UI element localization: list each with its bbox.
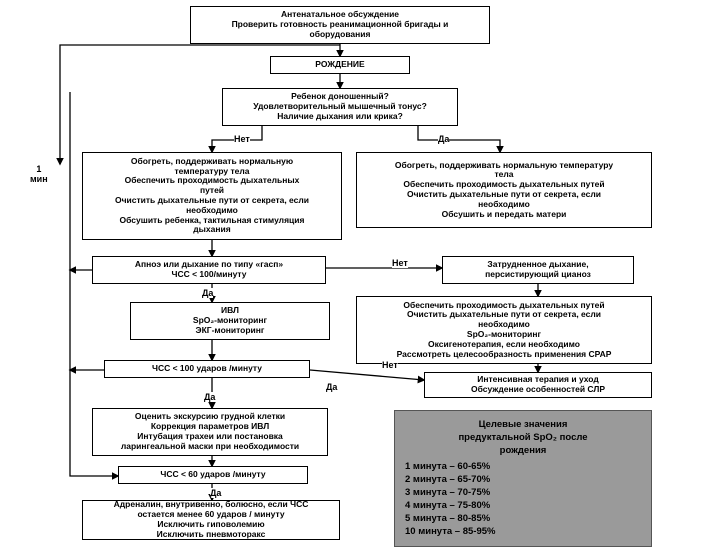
node-line: Рассмотреть целесообразность применения …: [397, 350, 612, 360]
spo2-target-panel: Целевые значенияпредуктальной SpO₂ после…: [394, 410, 652, 547]
spo2-target-row: 4 минута – 75-80%: [405, 500, 641, 513]
flow-arrow: [310, 370, 424, 380]
flow-node-b10: ЧСС < 100 ударов /минуту: [104, 360, 310, 378]
edge-label-da3: Да: [326, 382, 337, 392]
edge-label-min: 1мин: [30, 164, 48, 184]
spo2-target-row: 1 минута – 60-65%: [405, 461, 641, 474]
flow-node-b7: Затрудненное дыхание,персистирующий циан…: [442, 256, 634, 284]
edge-label-da4: Да: [204, 392, 215, 402]
node-line: Наличие дыхания или крика?: [277, 112, 403, 122]
node-line: Исключить пневмоторакс: [157, 530, 266, 540]
flow-node-b5: Обогреть, поддерживать нормальную темпер…: [356, 152, 652, 228]
flow-node-b1: Антенатальное обсуждениеПроверить готовн…: [190, 6, 490, 44]
edge-label-net2: Нет: [392, 258, 408, 268]
flow-node-b9: Обеспечить проходимость дыхательных путе…: [356, 296, 652, 364]
flow-node-b4: Обогреть, поддерживать нормальнуютемпера…: [82, 152, 342, 240]
node-line: РОЖДЕНИЕ: [315, 60, 364, 70]
node-line: ларингеальной маски при необходимости: [121, 442, 299, 452]
node-line: персистирующий цианоз: [485, 270, 591, 280]
flow-node-b6: Апноэ или дыхание по типу «гасп»ЧСС < 10…: [92, 256, 326, 284]
spo2-target-row: 5 минута – 80-85%: [405, 513, 641, 526]
node-line: ЧСС < 60 ударов /минуту: [160, 470, 265, 480]
node-line: ЭКГ-мониторинг: [196, 326, 265, 336]
node-line: оборудования: [310, 30, 371, 40]
spo2-target-row: 3 минута – 70-75%: [405, 487, 641, 500]
flow-node-b3: Ребенок доношенный?Удовлетворительный мы…: [222, 88, 458, 126]
edge-label-da1: Да: [438, 134, 449, 144]
spo2-target-title: Целевые значенияпредуктальной SpO₂ после…: [405, 419, 641, 457]
flow-node-b12: Оценить экскурсию грудной клеткиКоррекци…: [92, 408, 328, 456]
edge-label-da2: Да: [202, 288, 213, 298]
edge-label-net3: Нет: [382, 360, 398, 370]
flow-arrow: [418, 126, 500, 152]
flow-node-b13: ЧСС < 60 ударов /минуту: [118, 466, 308, 484]
edge-label-da5: Да: [210, 488, 221, 498]
flow-node-b8: ИВЛSpO₂-мониторингЭКГ-мониторинг: [130, 302, 330, 340]
flow-node-b14: Адреналин, внутривенно, болюсно, если ЧС…: [82, 500, 340, 540]
spo2-target-row: 2 минута – 65-70%: [405, 474, 641, 487]
node-line: ЧСС < 100 ударов /минуту: [152, 364, 262, 374]
spo2-target-row: 10 минута – 85-95%: [405, 526, 641, 539]
node-line: Обсушить и передать матери: [442, 210, 567, 220]
flow-node-b2: РОЖДЕНИЕ: [270, 56, 410, 74]
flow-node-b11: Интенсивная терапия и уходОбсуждение осо…: [424, 372, 652, 398]
edge-label-net1: Нет: [234, 134, 250, 144]
node-line: Обсуждение особенностей СЛР: [471, 385, 605, 395]
node-line: ЧСС < 100/минуту: [171, 270, 246, 280]
node-line: дыхания: [193, 225, 230, 235]
